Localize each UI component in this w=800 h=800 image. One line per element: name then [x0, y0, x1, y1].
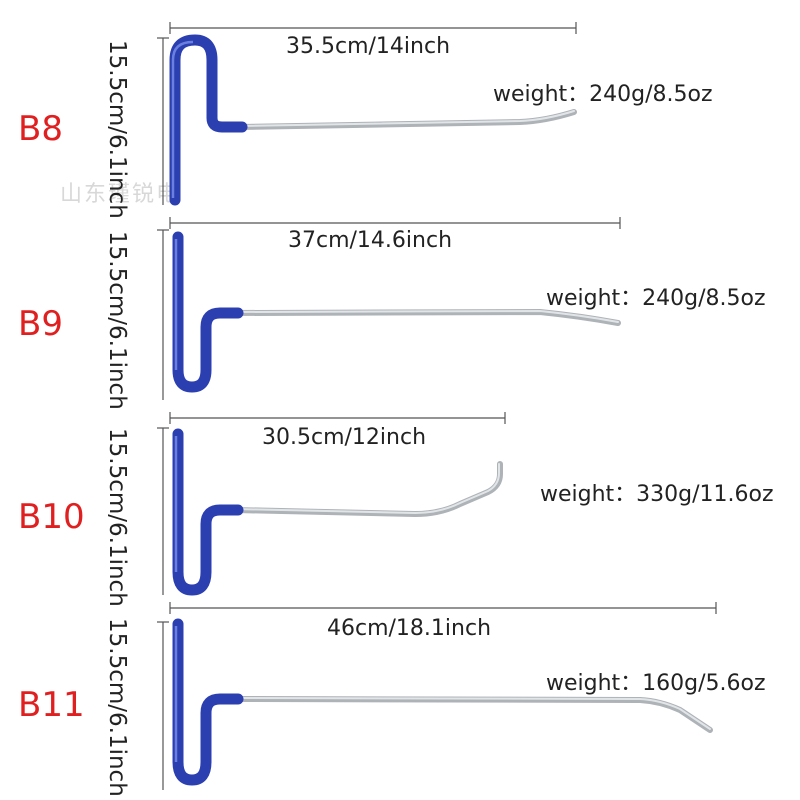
length-label: 35.5cm/14inch	[286, 34, 451, 59]
b8-tool-image	[157, 22, 577, 206]
tool-row-b8: B8 15.5cm/6.1inch 35.5cm/14inch weight：2…	[0, 0, 800, 219]
model-label: B10	[18, 497, 85, 537]
model-label: B9	[18, 304, 63, 344]
tool-row-b9: B9 15.5cm/6.1inch 37cm/14.6inch weight：2…	[0, 195, 800, 410]
height-label: 15.5cm/6.1inch	[104, 618, 130, 797]
height-label: 15.5cm/6.1inch	[104, 40, 130, 219]
length-label: 30.5cm/12inch	[262, 425, 427, 450]
height-label: 15.5cm/6.1inch	[104, 428, 130, 607]
tool-row-b11: B11 15.5cm/6.1inch 46cm/18.1inch weight：…	[0, 600, 800, 800]
b11-tool-image	[157, 602, 717, 790]
weight-label: weight：160g/5.6oz	[546, 671, 766, 696]
watermark-text: 山东瑾锐电	[60, 182, 181, 207]
model-label: B11	[18, 685, 85, 725]
weight-label: weight：330g/11.6oz	[540, 482, 774, 507]
length-label: 37cm/14.6inch	[288, 228, 453, 253]
b9-tool-image	[157, 217, 621, 400]
model-label: B8	[18, 109, 63, 149]
height-label: 15.5cm/6.1inch	[104, 231, 130, 410]
weight-label: weight：240g/8.5oz	[546, 286, 766, 311]
b10-tool-image	[157, 412, 506, 596]
weight-label: weight：240g/8.5oz	[493, 82, 713, 107]
tool-row-b10: B10 15.5cm/6.1inch 30.5cm/12inch weight：…	[0, 400, 800, 607]
length-label: 46cm/18.1inch	[327, 616, 492, 641]
